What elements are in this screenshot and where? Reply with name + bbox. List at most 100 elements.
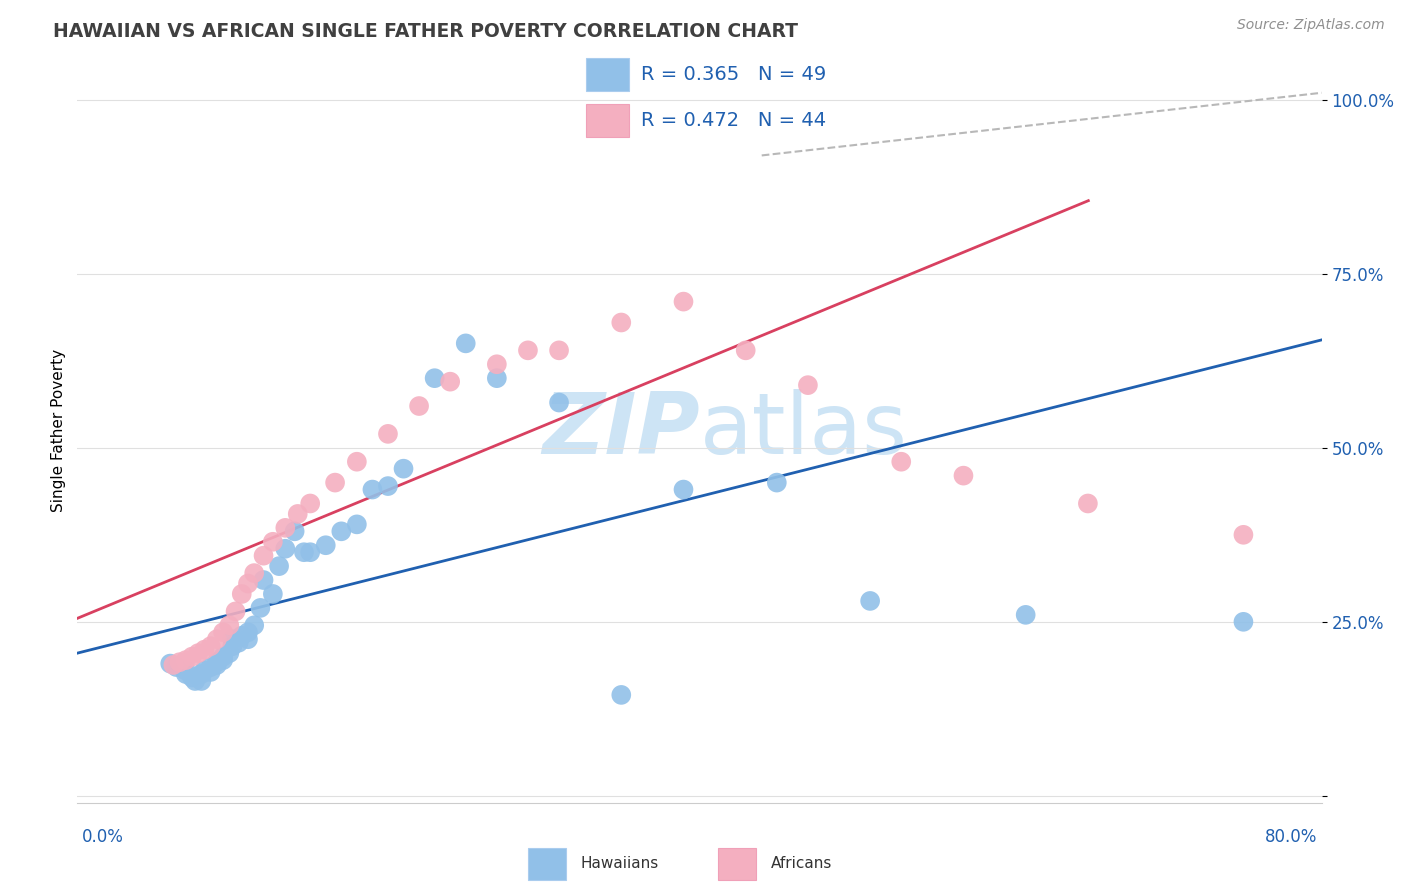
Point <box>377 475 399 490</box>
FancyBboxPatch shape <box>717 848 755 880</box>
Point <box>141 545 163 559</box>
Text: Africans: Africans <box>770 855 832 871</box>
Point <box>174 483 197 497</box>
Point <box>97 655 120 669</box>
Point <box>875 364 897 378</box>
Point <box>77 660 100 674</box>
Point <box>115 566 138 580</box>
Point <box>330 483 353 497</box>
Point <box>167 517 190 532</box>
Text: atlas: atlas <box>700 389 907 472</box>
Point <box>91 664 114 678</box>
Point <box>105 639 128 653</box>
Point <box>112 632 135 647</box>
Point <box>1062 681 1084 695</box>
Point <box>392 378 415 392</box>
Text: R = 0.365   N = 49: R = 0.365 N = 49 <box>641 65 827 84</box>
Point <box>128 559 150 574</box>
Point <box>238 357 260 371</box>
Point <box>610 615 633 629</box>
Text: 0.0%: 0.0% <box>82 828 124 846</box>
Point <box>94 665 117 679</box>
Point <box>1015 671 1038 685</box>
Point <box>214 375 236 389</box>
Point <box>76 657 98 672</box>
Point <box>198 399 221 413</box>
FancyBboxPatch shape <box>527 848 565 880</box>
Point <box>100 649 122 664</box>
Text: ZIP: ZIP <box>541 389 700 472</box>
Point <box>152 538 174 552</box>
Point <box>143 496 166 510</box>
Text: Source: ZipAtlas.com: Source: ZipAtlas.com <box>1237 18 1385 32</box>
FancyBboxPatch shape <box>586 104 628 137</box>
Point <box>75 657 97 671</box>
Point <box>269 395 291 409</box>
Text: HAWAIIAN VS AFRICAN SINGLE FATHER POVERTY CORRELATION CHART: HAWAIIAN VS AFRICAN SINGLE FATHER POVERT… <box>53 22 799 41</box>
Point <box>105 632 128 647</box>
Point <box>115 618 138 632</box>
Point <box>125 587 148 601</box>
Point <box>423 594 446 608</box>
Point <box>94 639 117 653</box>
Point <box>87 646 110 660</box>
Point <box>844 549 866 563</box>
Point <box>108 636 131 650</box>
Point <box>610 528 633 542</box>
Point <box>107 604 129 618</box>
Point <box>79 655 101 669</box>
Point <box>82 667 104 681</box>
Point <box>97 657 120 672</box>
Point <box>104 646 127 660</box>
Point <box>121 573 143 587</box>
Point <box>94 660 117 674</box>
Point <box>84 671 107 685</box>
Point <box>156 475 179 490</box>
Point <box>269 343 291 358</box>
Text: Hawaiians: Hawaiians <box>581 855 659 871</box>
Point <box>110 587 132 601</box>
Point <box>90 673 112 688</box>
Point <box>183 426 205 441</box>
Point <box>120 600 142 615</box>
Point <box>136 524 159 539</box>
Point <box>299 688 322 702</box>
Point <box>100 653 122 667</box>
Point <box>191 461 214 475</box>
Point <box>112 625 135 640</box>
Point <box>143 545 166 559</box>
Point <box>82 653 104 667</box>
Point <box>131 521 153 535</box>
Text: 80.0%: 80.0% <box>1265 828 1317 846</box>
Point <box>86 673 108 688</box>
Point <box>735 545 758 559</box>
Point <box>330 294 353 309</box>
Point <box>167 455 190 469</box>
Y-axis label: Single Father Poverty: Single Father Poverty <box>51 349 66 512</box>
Point <box>361 343 384 358</box>
Point <box>121 549 143 563</box>
Point <box>905 569 928 583</box>
Point <box>131 541 153 556</box>
Point <box>125 534 148 549</box>
Point <box>471 468 494 483</box>
Point <box>90 667 112 681</box>
Point <box>112 576 135 591</box>
Point <box>1092 688 1115 702</box>
Point <box>735 715 758 730</box>
Point <box>84 649 107 664</box>
Point <box>207 371 229 385</box>
Point <box>502 607 524 622</box>
Point <box>183 479 205 493</box>
Point <box>100 625 122 640</box>
Point <box>222 336 245 351</box>
Point <box>104 618 127 632</box>
Point <box>253 343 276 358</box>
Point <box>159 524 181 539</box>
Point <box>91 642 114 657</box>
Point <box>969 664 991 678</box>
Point <box>138 507 160 521</box>
Point <box>238 371 260 385</box>
Text: R = 0.472   N = 44: R = 0.472 N = 44 <box>641 111 827 130</box>
Point <box>97 632 120 647</box>
